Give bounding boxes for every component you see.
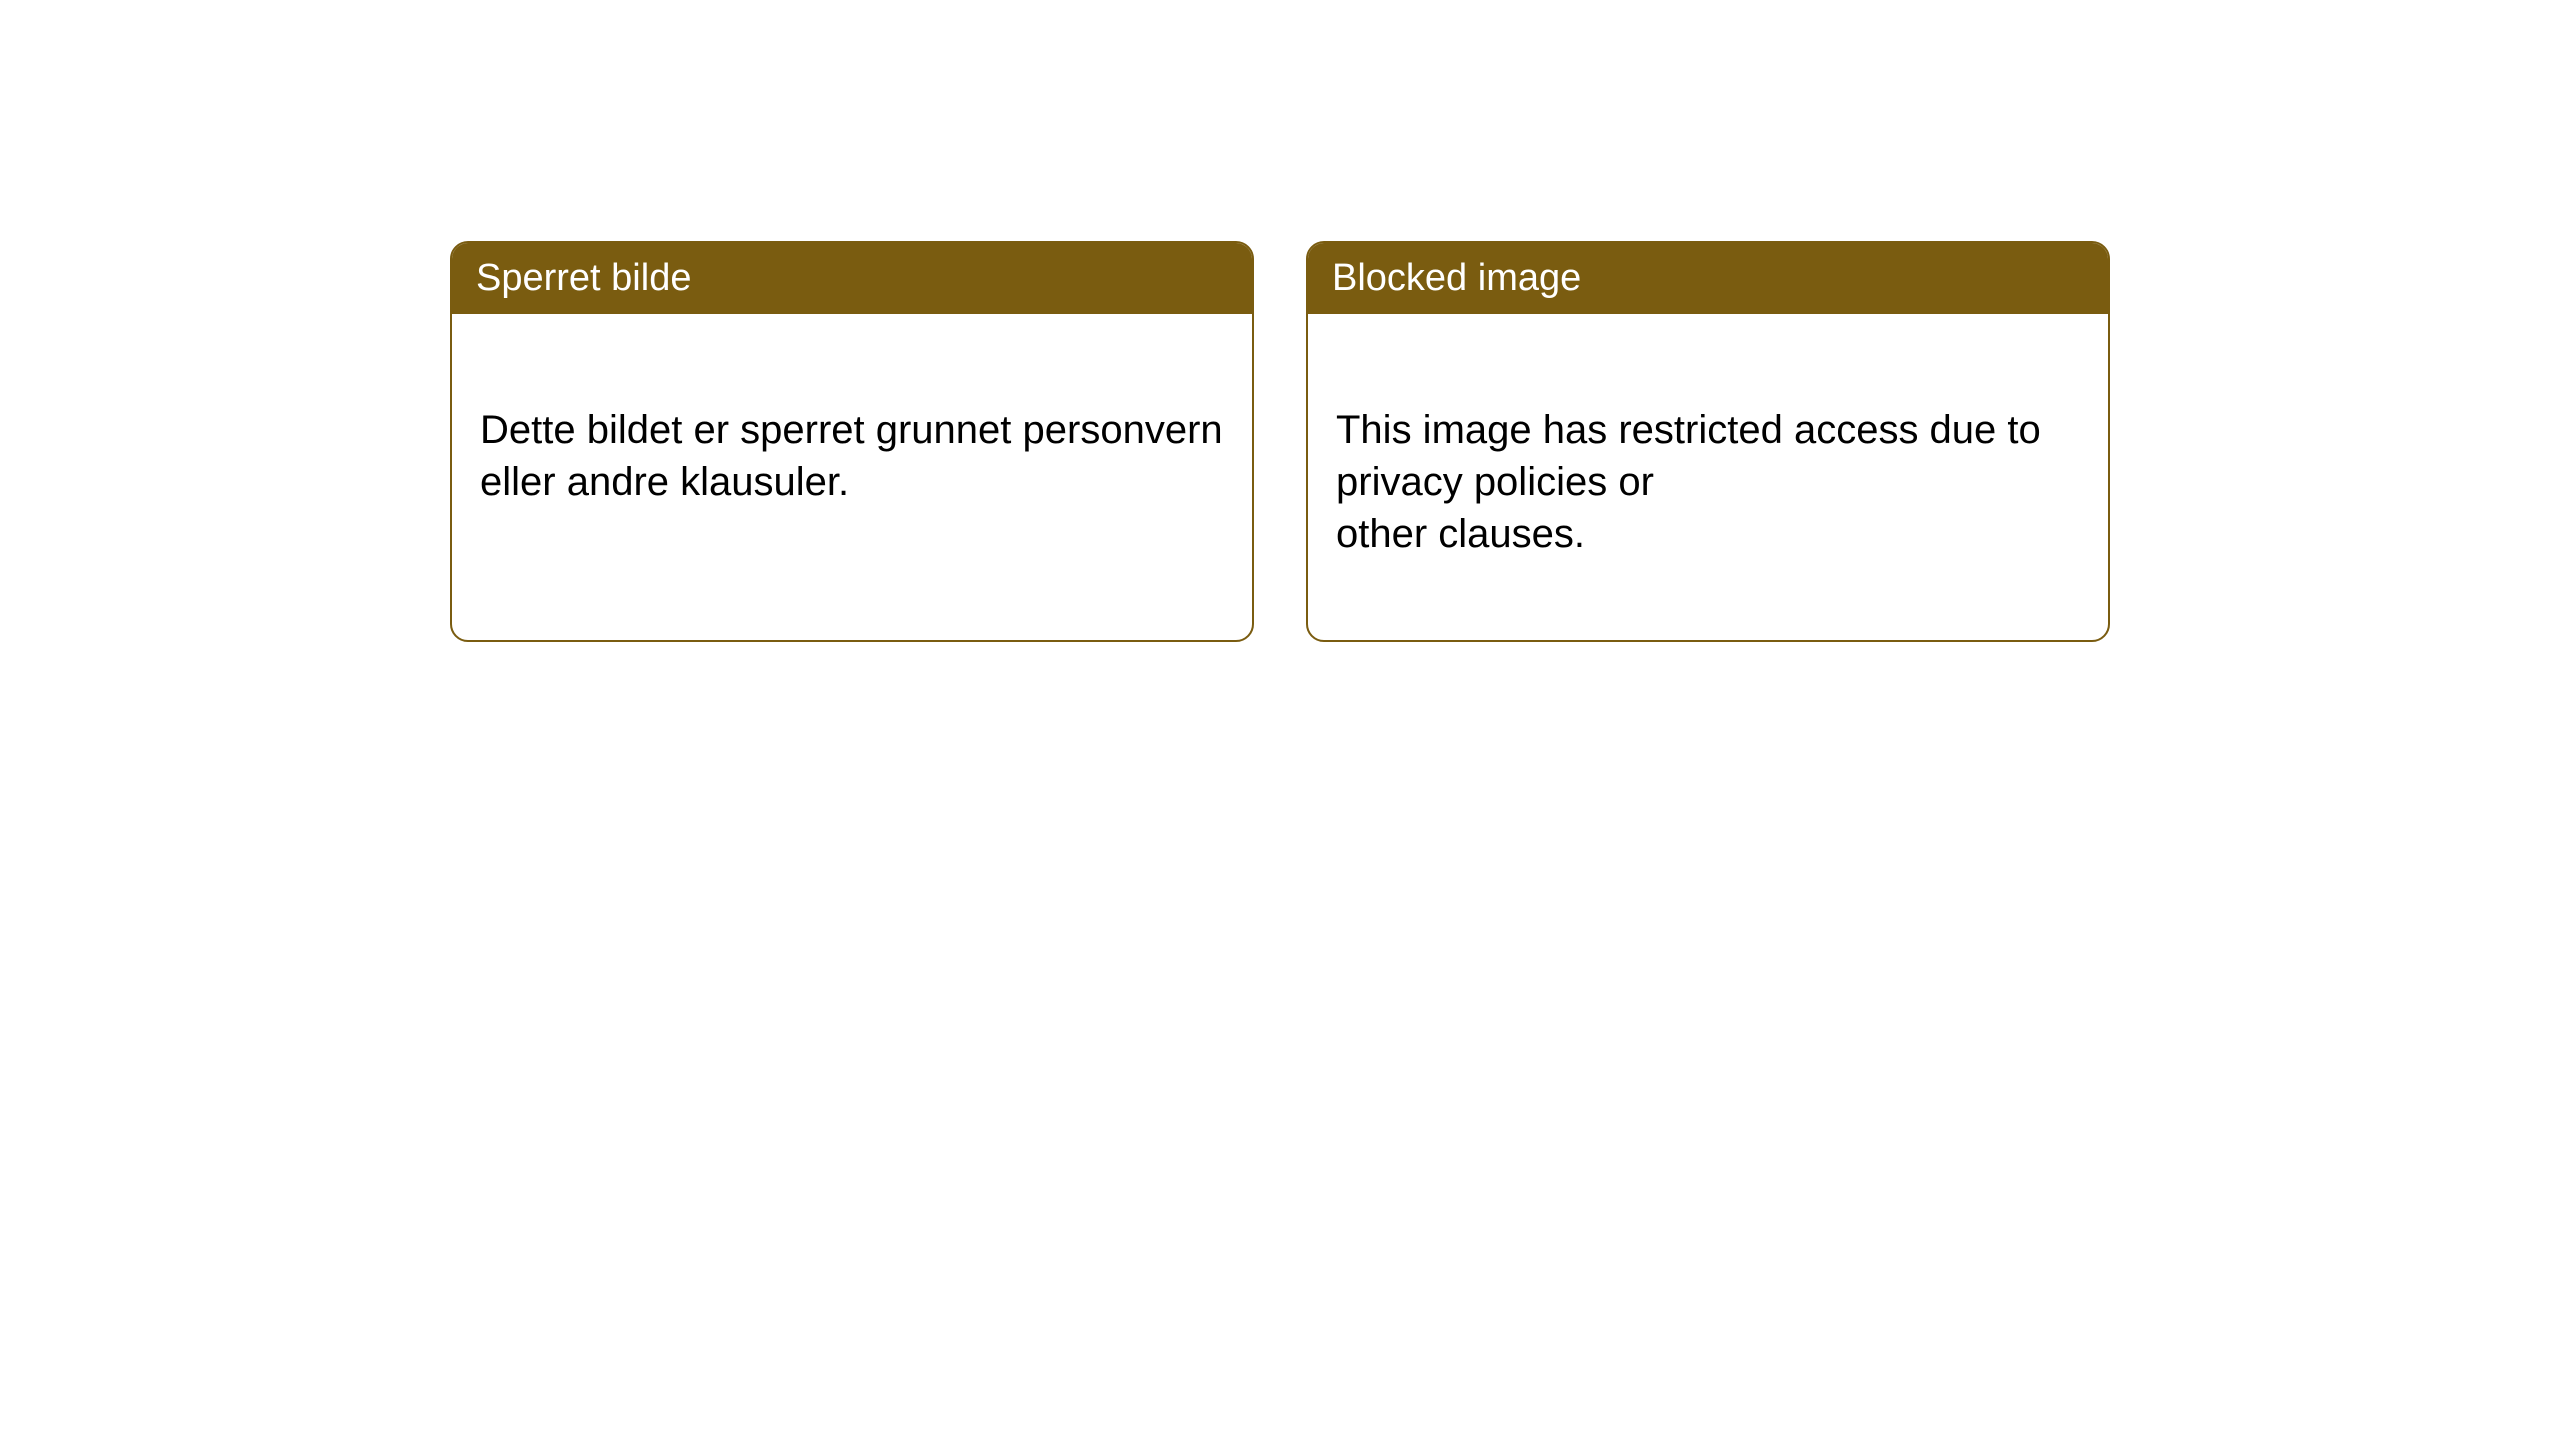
notice-body: This image has restricted access due to … [1308, 314, 2108, 640]
notice-message: Dette bildet er sperret grunnet personve… [480, 408, 1223, 504]
notice-card-english: Blocked image This image has restricted … [1306, 241, 2110, 642]
notice-header: Sperret bilde [452, 243, 1252, 314]
notice-body: Dette bildet er sperret grunnet personve… [452, 314, 1252, 588]
notice-message: This image has restricted access due to … [1336, 408, 2041, 556]
notice-header: Blocked image [1308, 243, 2108, 314]
notice-container: Sperret bilde Dette bildet er sperret gr… [0, 0, 2560, 642]
notice-card-norwegian: Sperret bilde Dette bildet er sperret gr… [450, 241, 1254, 642]
notice-title: Blocked image [1332, 257, 1581, 299]
notice-title: Sperret bilde [476, 257, 691, 299]
